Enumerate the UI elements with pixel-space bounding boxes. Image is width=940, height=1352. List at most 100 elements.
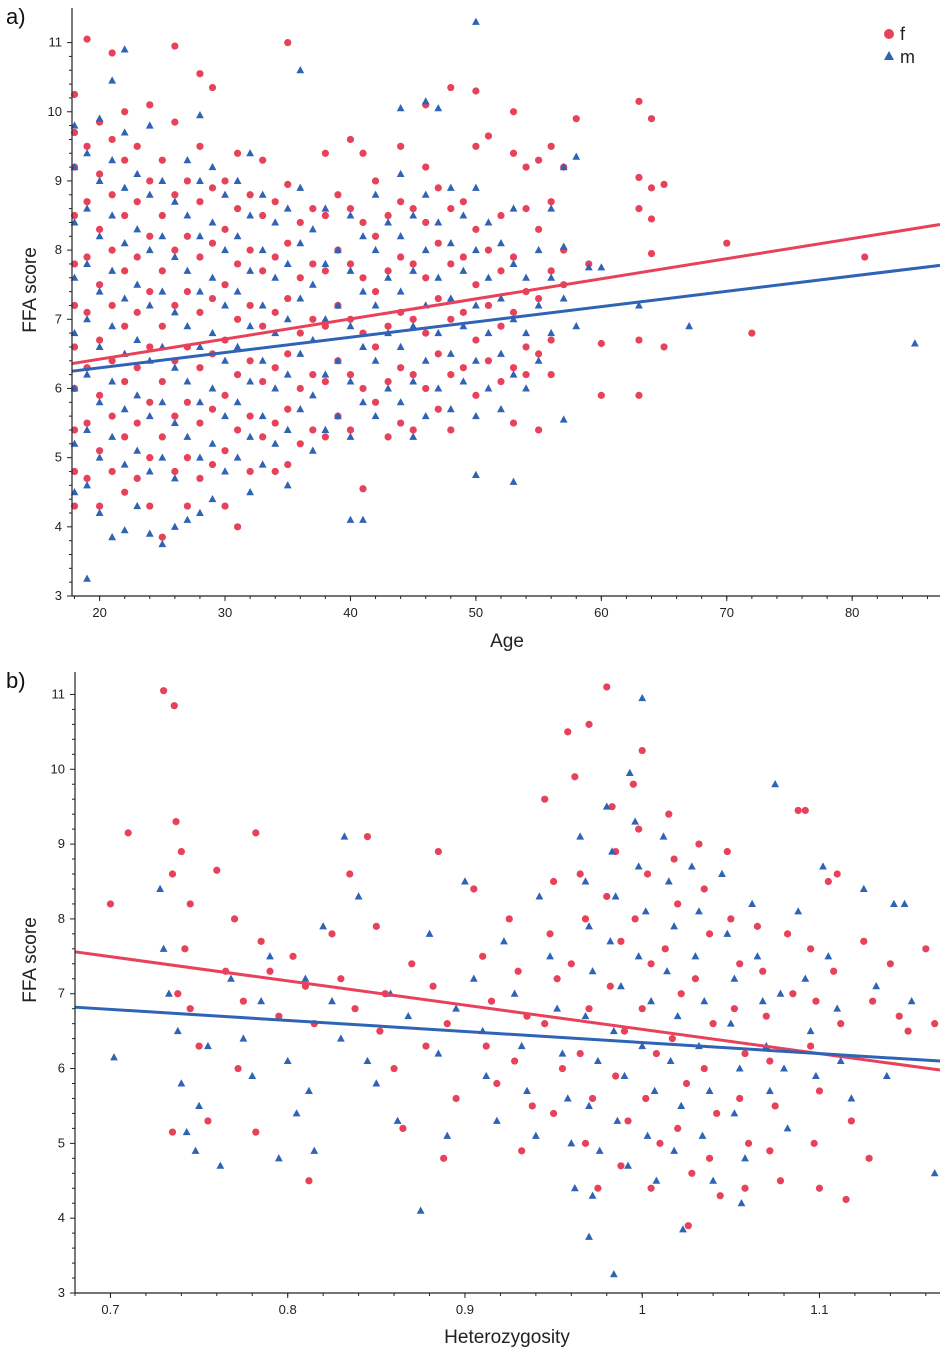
- data-point-f: [459, 364, 467, 372]
- data-point-f: [171, 118, 179, 126]
- data-point-m: [221, 245, 229, 254]
- data-point-m: [233, 287, 242, 295]
- data-point-f: [705, 1154, 714, 1162]
- data-point-m: [409, 432, 418, 440]
- data-point-f: [397, 419, 405, 427]
- data-point-f: [121, 211, 129, 220]
- data-point-m: [334, 245, 342, 254]
- data-point-f: [447, 205, 455, 213]
- data-point-m: [359, 342, 367, 350]
- x-tick-label: 70: [720, 605, 734, 620]
- data-point-f: [459, 253, 467, 261]
- data-point-f: [208, 460, 217, 469]
- data-point-f: [399, 1124, 407, 1132]
- data-point-m: [108, 377, 117, 385]
- data-point-f: [497, 377, 505, 386]
- data-point-f: [447, 426, 455, 434]
- data-point-m: [145, 411, 154, 420]
- data-point-m: [120, 526, 129, 534]
- data-point-f: [422, 384, 430, 393]
- data-point-m: [258, 190, 267, 198]
- data-point-m: [173, 1026, 182, 1035]
- data-point-f: [284, 405, 292, 413]
- data-point-m: [638, 1041, 647, 1050]
- data-point-f: [70, 467, 79, 476]
- data-point-f: [493, 1079, 501, 1088]
- data-point-f: [922, 945, 930, 953]
- data-point-m: [597, 263, 606, 271]
- data-point-m: [108, 322, 117, 330]
- data-point-f: [886, 960, 894, 968]
- data-point-f: [635, 205, 643, 213]
- data-point-f: [397, 142, 405, 150]
- data-point-f: [309, 371, 317, 379]
- y-tick-label: 9: [55, 173, 62, 188]
- data-point-f: [652, 1049, 660, 1058]
- x-tick-label: 50: [469, 605, 483, 620]
- data-point-f: [296, 329, 304, 337]
- data-point-f: [390, 1064, 398, 1073]
- data-point-m: [434, 104, 443, 112]
- data-point-f: [514, 967, 522, 975]
- data-point-f: [815, 1087, 824, 1095]
- data-point-m: [346, 266, 355, 274]
- data-point-m: [182, 1127, 191, 1136]
- y-tick-label: 9: [58, 836, 65, 851]
- data-point-f: [522, 205, 530, 213]
- data-point-m: [572, 322, 581, 330]
- data-point-m: [221, 301, 229, 309]
- data-point-f: [266, 967, 274, 975]
- data-point-f: [83, 474, 91, 482]
- data-point-f: [484, 357, 493, 365]
- data-point-f: [409, 205, 417, 213]
- legend-label-m: m: [900, 47, 915, 67]
- data-point-f: [371, 343, 380, 351]
- data-point-f: [196, 142, 204, 150]
- data-point-m: [308, 391, 317, 399]
- data-point-f: [567, 960, 575, 968]
- data-point-f: [146, 343, 154, 351]
- data-point-f: [612, 1072, 620, 1080]
- data-point-f: [221, 447, 229, 455]
- data-point-f: [741, 1049, 749, 1058]
- data-point-m: [334, 411, 342, 420]
- data-point-m: [635, 301, 643, 309]
- data-point-f: [346, 426, 355, 434]
- data-point-m: [359, 398, 367, 406]
- data-point-f: [252, 829, 260, 837]
- data-point-m: [446, 349, 455, 357]
- data-point-m: [859, 884, 868, 892]
- data-point-f: [359, 485, 367, 493]
- data-point-m: [631, 817, 640, 825]
- data-point-m: [664, 877, 673, 885]
- data-point-f: [146, 288, 154, 296]
- data-point-f: [522, 343, 530, 351]
- data-point-m: [930, 1169, 939, 1177]
- data-point-m: [371, 356, 380, 364]
- data-point-f: [208, 184, 217, 192]
- data-point-m: [108, 211, 117, 219]
- data-point-m: [709, 1176, 718, 1184]
- data-point-f: [160, 687, 168, 695]
- data-point-f: [146, 232, 154, 240]
- data-point-f: [842, 1195, 850, 1204]
- data-point-m: [158, 287, 167, 295]
- data-point-f: [108, 49, 116, 57]
- data-point-f: [146, 502, 154, 510]
- data-point-f: [535, 350, 543, 358]
- data-point-f: [321, 149, 329, 157]
- data-point-f: [284, 350, 292, 358]
- data-point-f: [168, 1128, 177, 1136]
- data-point-m: [446, 405, 455, 413]
- data-point-m: [613, 1116, 622, 1124]
- data-point-f: [321, 433, 329, 441]
- data-point-f: [309, 426, 317, 434]
- data-point-f: [472, 87, 480, 95]
- data-point-m: [328, 997, 336, 1005]
- data-point-m: [471, 470, 480, 478]
- data-point-m: [409, 211, 418, 219]
- data-point-f: [146, 398, 154, 406]
- data-point-m: [221, 411, 229, 420]
- data-point-f: [121, 267, 129, 275]
- data-point-f: [234, 1064, 242, 1073]
